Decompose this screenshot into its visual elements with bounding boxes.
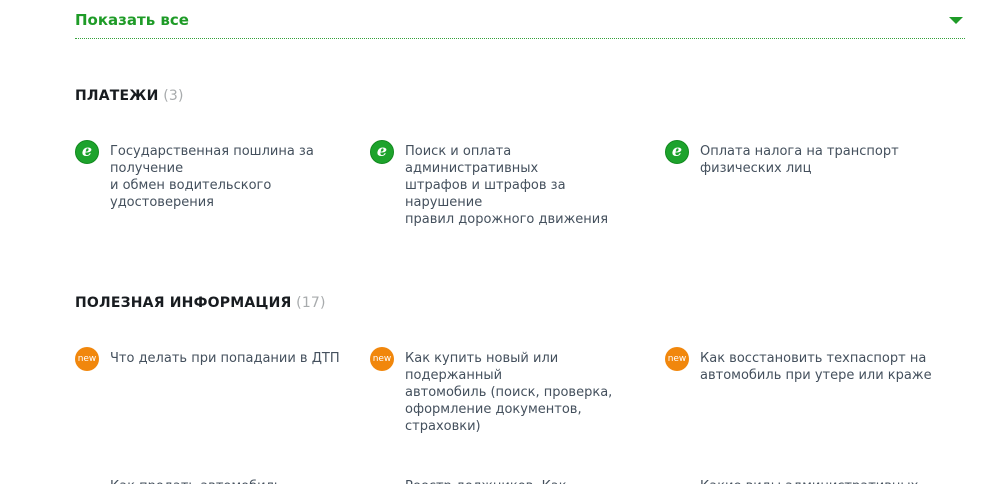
egov-e-letter: e bbox=[81, 141, 93, 160]
section-useful-info-header: ПОЛЕЗНАЯ ИНФОРМАЦИЯ (17) bbox=[75, 295, 965, 311]
show-all-link[interactable]: Показать все bbox=[75, 11, 189, 29]
new-badge-label: new bbox=[372, 353, 392, 364]
new-badge-label: new bbox=[667, 353, 687, 364]
service-label: Поиск и оплата административных штрафов … bbox=[405, 144, 609, 227]
egov-e-letter: e bbox=[671, 141, 683, 160]
article-link-accident-dtp[interactable]: new Что делать при попадании в ДТП bbox=[75, 347, 370, 435]
article-label: Реестр должников. Как проверить долги пе… bbox=[405, 475, 637, 484]
useful-info-row-2: Как продать автомобиль Реестр должников.… bbox=[75, 475, 965, 484]
article-link-restore-passport[interactable]: new Как восстановить техпаспорт на автом… bbox=[665, 347, 965, 435]
section-title: ПЛАТЕЖИ bbox=[75, 88, 159, 104]
egov-e-icon: e bbox=[665, 140, 689, 164]
new-badge-icon: new bbox=[665, 347, 689, 371]
new-badge-label: new bbox=[77, 353, 97, 364]
new-badge-icon: new bbox=[75, 347, 99, 371]
article-label: Как купить новый или подержанный автомоб… bbox=[405, 351, 613, 434]
useful-info-row-1: new Что делать при попадании в ДТП new К… bbox=[75, 347, 965, 435]
article-link-buy-car[interactable]: new Как купить новый или подержанный авт… bbox=[370, 347, 665, 435]
service-label: Государственная пошлина за получение и о… bbox=[110, 144, 314, 210]
article-link-debtors-registry[interactable]: Реестр должников. Как проверить долги пе… bbox=[370, 475, 665, 484]
service-label: Оплата налога на транспорт физических ли… bbox=[700, 144, 899, 176]
egov-e-icon: e bbox=[370, 140, 394, 164]
article-label: Как продать автомобиль bbox=[110, 475, 282, 484]
article-label: Что делать при попадании в ДТП bbox=[110, 351, 340, 366]
new-badge-icon: new bbox=[370, 347, 394, 371]
section-count: (17) bbox=[296, 295, 326, 311]
article-label: Как восстановить техпаспорт на автомобил… bbox=[700, 351, 932, 383]
egov-e-icon: e bbox=[75, 140, 99, 164]
article-link-sell-car[interactable]: Как продать автомобиль bbox=[75, 475, 370, 484]
article-label: Какие виды административных штрафов и шт… bbox=[700, 475, 937, 484]
article-link-fines-types[interactable]: Какие виды административных штрафов и шт… bbox=[665, 475, 965, 484]
section-title: ПОЛЕЗНАЯ ИНФОРМАЦИЯ bbox=[75, 295, 292, 311]
service-link-transport-tax[interactable]: e Оплата налога на транспорт физических … bbox=[665, 140, 965, 228]
service-link-fines-search-pay[interactable]: e Поиск и оплата административных штрафо… bbox=[370, 140, 665, 228]
section-count: (3) bbox=[163, 88, 184, 104]
section-useful-info: ПОЛЕЗНАЯ ИНФОРМАЦИЯ (17) new Что делать … bbox=[75, 295, 965, 484]
service-link-gov-duty-license[interactable]: e Государственная пошлина за получение и… bbox=[75, 140, 370, 228]
chevron-down-icon[interactable] bbox=[949, 16, 963, 24]
show-all-expander[interactable]: Показать все bbox=[75, 0, 965, 39]
payments-row: e Государственная пошлина за получение и… bbox=[75, 140, 965, 228]
section-payments: ПЛАТЕЖИ (3) e Государственная пошлина за… bbox=[75, 88, 965, 228]
section-payments-header: ПЛАТЕЖИ (3) bbox=[75, 88, 965, 104]
egov-e-letter: e bbox=[376, 141, 388, 160]
